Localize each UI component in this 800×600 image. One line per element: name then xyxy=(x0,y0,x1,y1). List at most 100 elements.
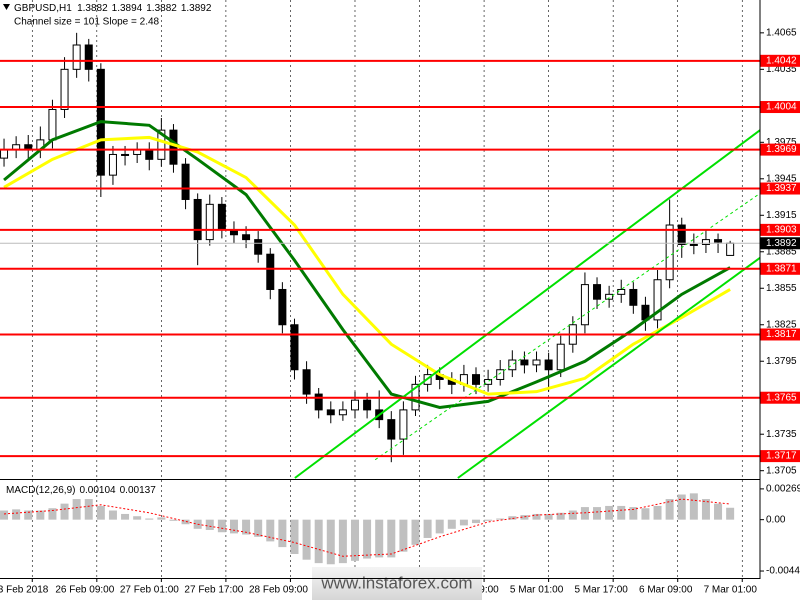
macd-value: 0.00104 xyxy=(79,485,116,496)
macd-bar xyxy=(653,505,662,520)
moving-average xyxy=(3,120,731,409)
candle-body xyxy=(496,369,505,380)
level-label: 1.3717 xyxy=(766,451,797,462)
candle-body xyxy=(556,343,565,371)
macd-bar xyxy=(108,510,117,520)
macd-bar xyxy=(48,508,57,520)
macd-bar xyxy=(641,508,650,520)
candle-body xyxy=(399,409,408,440)
candle-body xyxy=(532,359,541,366)
macd-bar xyxy=(556,512,565,520)
candle-body xyxy=(60,68,69,110)
level-tag xyxy=(760,54,800,67)
x-tick-label: 27 Feb 01:00 xyxy=(120,585,179,596)
level-tag xyxy=(760,262,800,275)
macd-bar xyxy=(181,519,190,525)
macd-bar xyxy=(242,519,251,535)
level-tag xyxy=(760,182,800,195)
candle-body xyxy=(48,108,57,141)
candle-body xyxy=(217,203,226,231)
y-tick-label: 1.4035 xyxy=(766,64,797,75)
macd-bar xyxy=(205,519,214,530)
macd-bar xyxy=(145,518,154,520)
chart-subtitle: Channel size = 101 Slope = 2.48 xyxy=(14,17,160,28)
level-label: 1.3969 xyxy=(766,144,797,155)
x-tick-label: 28 Feb 09:00 xyxy=(249,585,308,596)
candle-body xyxy=(302,369,311,395)
candle-body xyxy=(629,288,638,306)
macd-y-tick-label: -0.00449 xyxy=(766,566,800,577)
macd-bar xyxy=(508,516,517,520)
candle-body xyxy=(544,359,553,371)
y-tick-label: 1.3885 xyxy=(766,246,797,257)
level-label: 1.3903 xyxy=(766,225,797,236)
macd-bar xyxy=(677,494,686,520)
macd-bar xyxy=(290,519,299,554)
candle-body xyxy=(387,419,396,440)
macd-bar xyxy=(617,505,626,520)
level-label: 1.3765 xyxy=(766,392,797,403)
candle-body xyxy=(520,359,529,366)
macd-bar xyxy=(350,519,359,561)
candle-body xyxy=(121,153,130,156)
candle-body xyxy=(181,163,190,200)
price-tag xyxy=(760,237,800,250)
x-tick-label: 5 Mar 01:00 xyxy=(510,585,564,596)
level-label: 1.4004 xyxy=(766,102,797,113)
candle-body xyxy=(689,243,698,246)
candle-body xyxy=(72,44,81,70)
level-label: 1.3817 xyxy=(766,329,797,340)
macd-bar xyxy=(387,519,396,558)
y-tick-label: 1.3795 xyxy=(766,356,797,367)
macd-bar xyxy=(133,516,142,520)
macd-bar xyxy=(363,519,372,559)
macd-bar xyxy=(338,519,347,564)
macd-bar xyxy=(217,519,226,533)
candle-body xyxy=(0,149,9,159)
macd-bar xyxy=(665,499,674,520)
macd-bar xyxy=(411,519,420,545)
level-tag xyxy=(760,328,800,341)
macd-bar xyxy=(472,519,481,524)
y-tick-label: 1.3735 xyxy=(766,429,797,440)
data-layer xyxy=(0,32,761,565)
x-tick-label: 26 Feb 09:00 xyxy=(55,585,114,596)
overlay-layer: 23 Feb 2018 26 Feb 09:00 27 Feb 01:00 27 Fe… xyxy=(0,27,800,600)
macd-bar xyxy=(121,513,130,520)
candle-body xyxy=(508,359,517,371)
macd-bar xyxy=(375,519,384,558)
macd-bar xyxy=(484,519,493,521)
last-open: 1.3882 xyxy=(77,3,108,14)
candle-body xyxy=(290,324,299,371)
watermark: www.instaforex.com xyxy=(320,573,472,592)
last-low: 1.3882 xyxy=(146,3,177,14)
macd-bar xyxy=(435,519,444,534)
candle-body xyxy=(677,224,686,245)
macd-bar xyxy=(701,499,710,520)
macd-bar xyxy=(0,510,9,520)
macd-bar xyxy=(266,519,275,542)
macd-bar xyxy=(314,519,323,564)
macd-bar xyxy=(714,503,723,520)
macd-bar xyxy=(72,499,81,520)
last-high: 1.3894 xyxy=(112,3,143,14)
candle-body xyxy=(326,409,335,416)
x-tick-label: 27 Feb 17:00 xyxy=(184,585,243,596)
level-tag xyxy=(760,101,800,114)
symbol-icon xyxy=(3,4,10,10)
macd-bar xyxy=(689,493,698,520)
candle-body xyxy=(605,293,614,300)
candle-body xyxy=(726,242,735,256)
price-label: 1.3892 xyxy=(766,238,797,249)
macd-bar xyxy=(24,510,33,520)
macd-bar xyxy=(229,519,238,534)
macd-bar xyxy=(532,513,541,520)
macd-bar xyxy=(496,518,505,520)
candle-body xyxy=(665,224,674,281)
macd-bar xyxy=(96,505,105,520)
candle-body xyxy=(193,198,202,241)
candle-body xyxy=(593,284,602,300)
candle-body xyxy=(338,409,347,416)
level-tag xyxy=(760,143,800,156)
